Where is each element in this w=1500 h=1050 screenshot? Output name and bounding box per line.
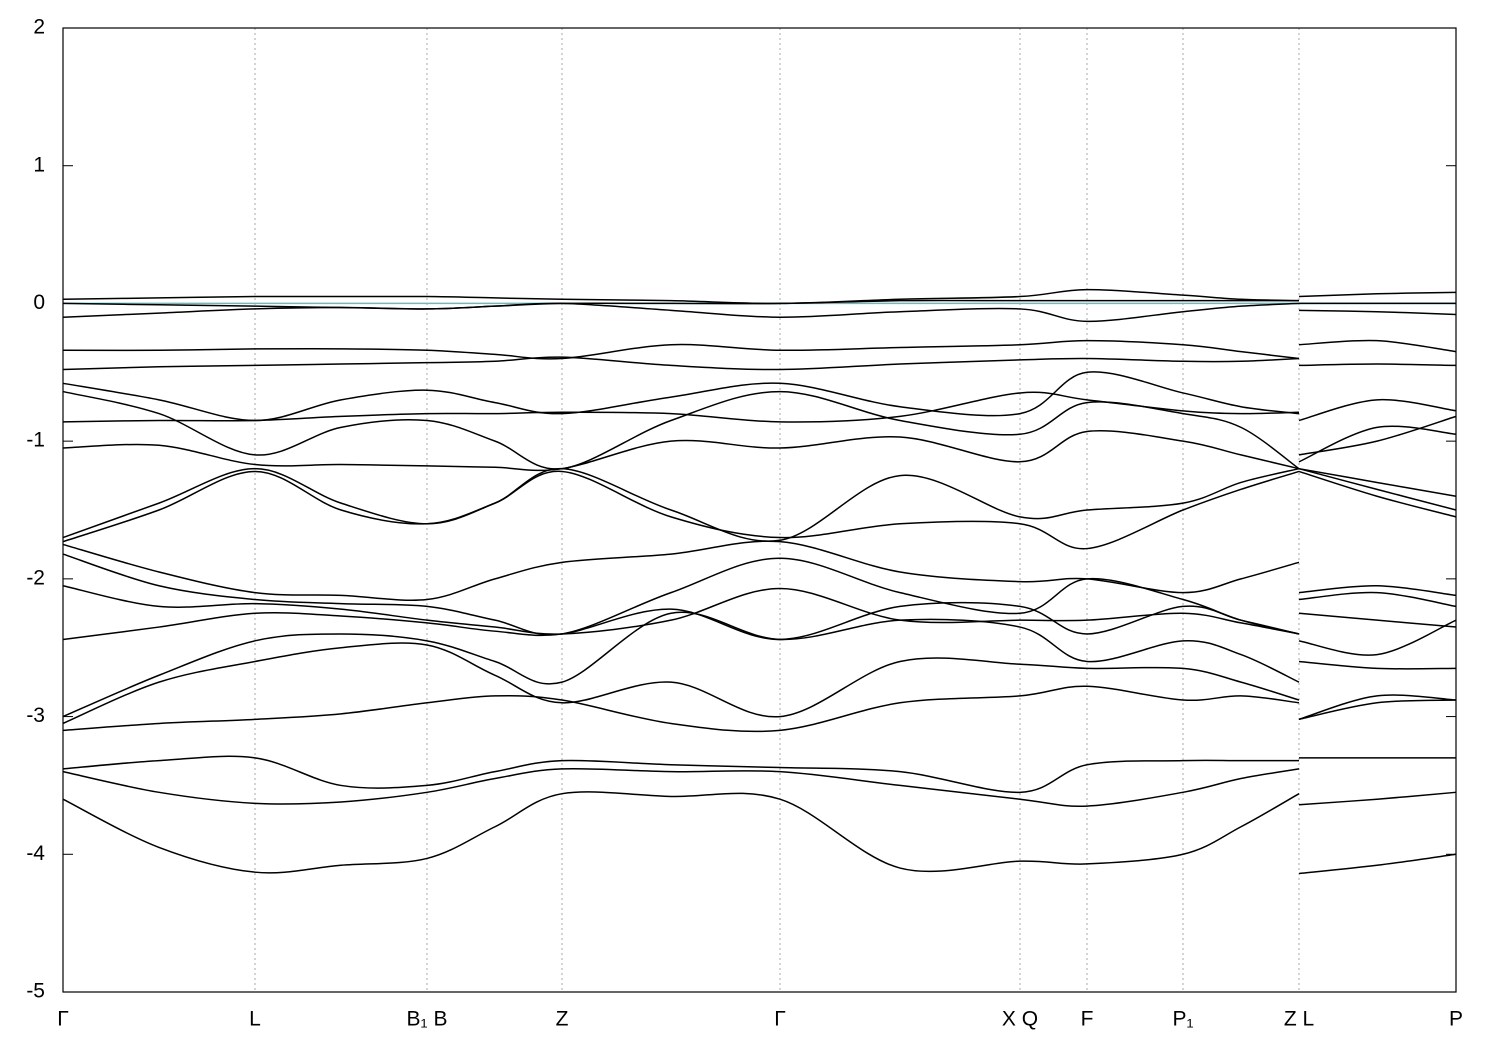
y-tick-label: -1 xyxy=(26,429,45,452)
band-line xyxy=(62,540,1457,602)
band-line xyxy=(62,601,1457,656)
x-tick-label: Γ xyxy=(57,1008,69,1031)
band-line xyxy=(62,611,1457,718)
band-line xyxy=(62,299,1456,310)
band-line xyxy=(62,685,1457,733)
x-tick-label: B₁ B xyxy=(407,1008,448,1031)
band-line xyxy=(62,302,1457,323)
band-line xyxy=(62,791,1457,875)
y-tick-label: -3 xyxy=(26,704,45,727)
plot-frame xyxy=(62,27,1457,993)
band-line xyxy=(62,553,1457,636)
band-line xyxy=(62,430,1457,497)
band-line xyxy=(62,371,1457,422)
y-tick-label: 1 xyxy=(33,153,45,176)
band-line xyxy=(62,470,1457,550)
x-tick-label: X Q xyxy=(1002,1008,1038,1031)
band-line xyxy=(62,755,1456,794)
y-tick-label: 0 xyxy=(33,291,45,314)
y-tick-label: -5 xyxy=(26,980,45,1003)
x-tick-label: Z xyxy=(556,1008,569,1031)
band-line xyxy=(62,339,1457,360)
band-line xyxy=(62,288,1457,305)
band-line xyxy=(62,356,1457,371)
band-line xyxy=(62,642,1457,725)
band-line xyxy=(62,767,1457,808)
band-line xyxy=(62,585,1457,635)
band-line xyxy=(62,390,1457,470)
x-tick-label: Z L xyxy=(1284,1008,1314,1031)
y-tick-label: 2 xyxy=(33,16,45,39)
x-tick-label: F xyxy=(1081,1008,1094,1031)
x-tick-label: Γ xyxy=(774,1008,786,1031)
band-line xyxy=(62,467,1457,542)
y-tick-label: -2 xyxy=(26,566,45,589)
x-tick-label: P₁ xyxy=(1172,1008,1193,1031)
x-tick-label: L xyxy=(249,1008,261,1031)
x-tick-label: P xyxy=(1449,1008,1463,1031)
band-line xyxy=(62,391,1457,463)
y-tick-label: -4 xyxy=(26,842,45,865)
